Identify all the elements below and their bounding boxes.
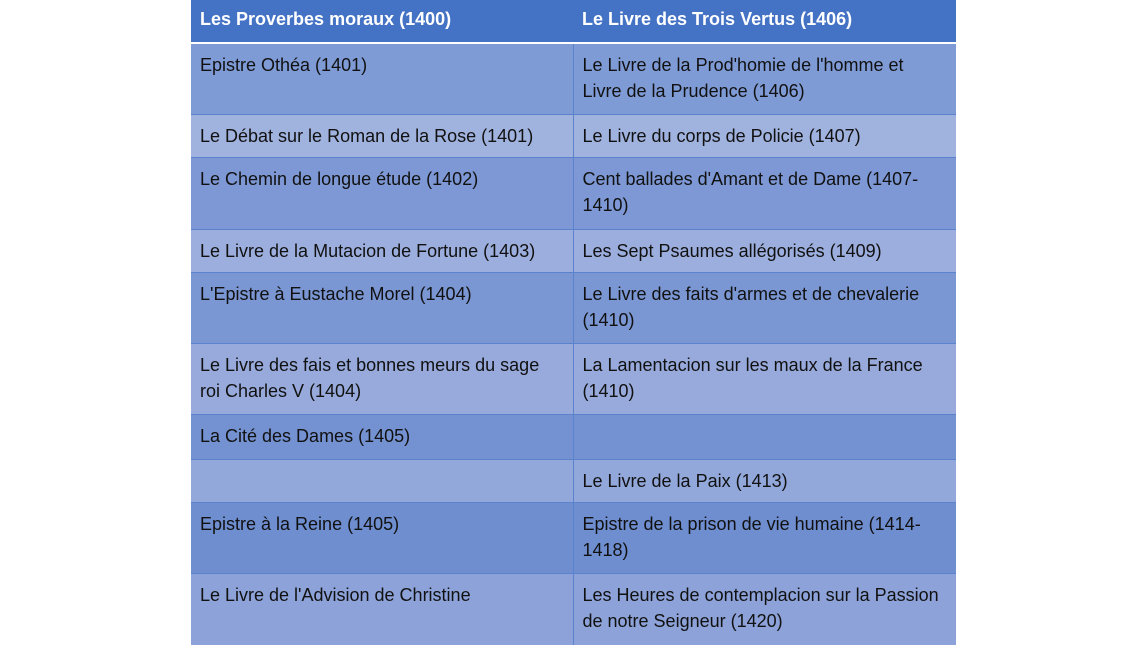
- table-cell: Le Débat sur le Roman de la Rose (1401): [191, 113, 573, 157]
- table-cell: Le Livre de la Mutacion de Fortune (1403…: [191, 228, 573, 272]
- table-cell: L'Epistre à Eustache Morel (1404): [191, 271, 573, 343]
- table-row: Epistre Othéa (1401) Le Livre de la Prod'…: [191, 42, 956, 114]
- table-cell: [572, 413, 956, 459]
- works-table: Les Proverbes moraux (1400) Le Livre des…: [191, 0, 956, 645]
- table-row: Epistre à la Reine (1405) Epistre de la p…: [191, 501, 956, 573]
- table-cell: Les Heures de contemplacion sur la Passi…: [572, 572, 956, 645]
- table-cell: Epistre Othéa (1401): [191, 42, 573, 114]
- table-row: Le Livre de l'Advision de Christine Les H…: [191, 572, 956, 645]
- header-row: Les Proverbes moraux (1400) Le Livre des…: [191, 0, 956, 44]
- table-row: Le Chemin de longue étude (1402) Cent bal…: [191, 156, 956, 229]
- table-row: Le Livre de la Mutacion de Fortune (1403…: [191, 228, 956, 272]
- table-cell: Les Sept Psaumes allégorisés (1409): [572, 228, 956, 272]
- table-cell: Epistre à la Reine (1405): [191, 501, 573, 573]
- table-cell: Le Livre de la Paix (1413): [572, 458, 956, 502]
- table-cell: La Cité des Dames (1405): [191, 413, 573, 459]
- table-row: Le Livre des fais et bonnes meurs du sag…: [191, 342, 956, 414]
- table-row: La Cité des Dames (1405): [191, 413, 956, 459]
- table-row: Le Débat sur le Roman de la Rose (1401) L…: [191, 113, 956, 157]
- table-row: Le Livre de la Paix (1413): [191, 458, 956, 502]
- table-cell: Le Livre de la Prod'homie de l'homme et …: [572, 42, 956, 114]
- table-row: L'Epistre à Eustache Morel (1404) Le Livr…: [191, 271, 956, 343]
- table-cell: Le Livre de l'Advision de Christine: [191, 572, 573, 645]
- table-cell: Le Chemin de longue étude (1402): [191, 156, 573, 229]
- table-cell: Le Livre des faits d'armes et de chevale…: [572, 271, 956, 343]
- table-cell: La Lamentacion sur les maux de la France…: [572, 342, 956, 414]
- header-cell: Les Proverbes moraux (1400): [191, 0, 573, 44]
- table-cell: Le Livre des fais et bonnes meurs du sag…: [191, 342, 573, 414]
- table-cell: Cent ballades d'Amant et de Dame (1407-1…: [572, 156, 956, 229]
- table-cell: Epistre de la prison de vie humaine (141…: [572, 501, 956, 573]
- table-cell: [191, 458, 573, 502]
- header-cell: Le Livre des Trois Vertus (1406): [573, 0, 956, 44]
- table-cell: Le Livre du corps de Policie (1407): [572, 113, 956, 157]
